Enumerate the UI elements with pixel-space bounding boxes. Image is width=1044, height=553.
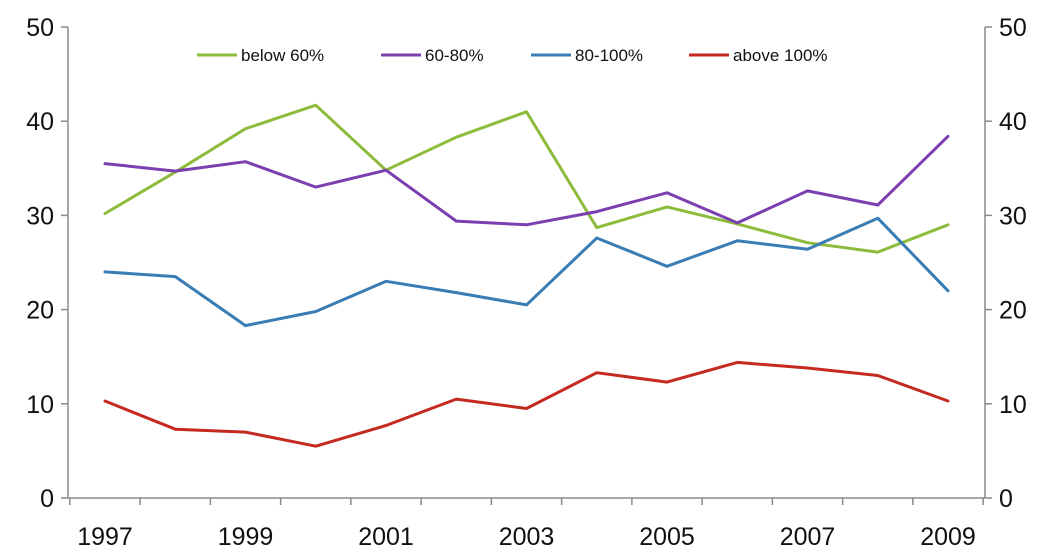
axes: 0 0 10 10 20 20 30 30 40 40 50 50 1997 1999 2001 2003 20… xyxy=(26,14,1027,551)
y-tick-label-left: 50 xyxy=(26,14,54,42)
x-tick-label: 1999 xyxy=(218,523,274,551)
y-tick-label-left: 30 xyxy=(26,202,54,230)
series-lines xyxy=(103,103,950,448)
legend-label-3: 80-100% xyxy=(575,46,643,65)
legend-label-2: 60-80% xyxy=(425,46,484,65)
x-tick-label: 1997 xyxy=(77,523,133,551)
legend-label-1: below 60% xyxy=(241,46,324,65)
y-tick-label-left: 20 xyxy=(26,297,54,325)
y-tick-label-right: 10 xyxy=(999,391,1027,419)
series-line-2 xyxy=(103,134,950,227)
series-line-1 xyxy=(103,103,950,254)
y-tick-label-right: 20 xyxy=(999,297,1027,325)
x-tick-label: 2005 xyxy=(639,523,695,551)
series-line-4 xyxy=(103,360,950,448)
y-tick-label-left: 0 xyxy=(40,485,54,513)
y-tick-label-right: 40 xyxy=(999,108,1027,136)
y-tick-label-left: 10 xyxy=(26,391,54,419)
y-tick-label-right: 0 xyxy=(999,485,1013,513)
x-tick-label: 2009 xyxy=(920,523,976,551)
legend: below 60% 60-80% 80-100% above 100% xyxy=(197,46,828,65)
y-tick-label-right: 30 xyxy=(999,202,1027,230)
x-tick-label: 2007 xyxy=(780,523,836,551)
y-tick-label-left: 40 xyxy=(26,108,54,136)
x-tick-label: 2003 xyxy=(499,523,555,551)
y-tick-label-right: 50 xyxy=(999,14,1027,42)
legend-label-4: above 100% xyxy=(733,46,828,65)
series-line-3 xyxy=(103,216,950,328)
x-tick-label: 2001 xyxy=(358,523,414,551)
